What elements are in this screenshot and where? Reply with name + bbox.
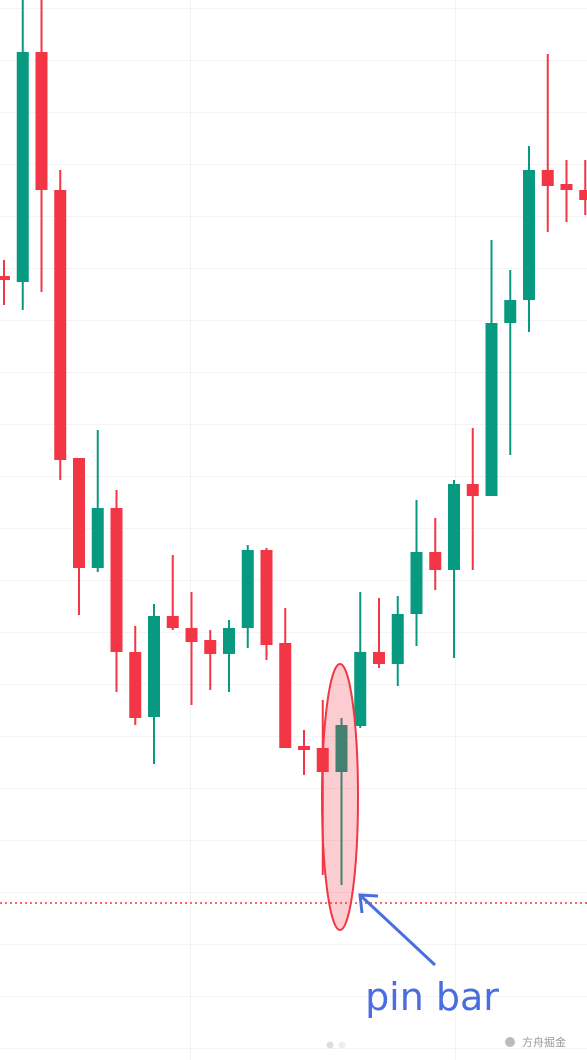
candle-body [110,508,123,652]
page-dot [338,1041,346,1049]
candle-body [91,508,104,568]
candle-body [523,170,535,300]
candle-body [466,484,479,496]
candle-body [504,300,517,323]
candle-body [354,652,367,726]
candle-body [35,52,48,190]
candle-body [429,552,442,570]
candle-body [335,725,348,772]
candle-body [579,190,587,200]
candle-body [185,628,198,642]
arrow-head [358,893,379,914]
candle-body [204,640,217,654]
watermark: 方舟掘金 [522,1035,566,1049]
candle-body [73,458,85,568]
page-dot [326,1041,334,1049]
candle-body [298,746,310,750]
candles [0,0,587,904]
candle-body [260,550,273,645]
candle-body [373,652,385,664]
candle-body [485,323,498,496]
highlight-ellipse [321,663,359,931]
candle-body [0,276,10,280]
candle-body [148,616,160,717]
candle-body [129,652,142,718]
candle-body [223,628,235,654]
candle-body [166,616,179,628]
candle-body [54,190,67,460]
annotation: pin bar [365,975,499,1019]
arrow-shaft [358,893,437,967]
candle-body [560,184,573,190]
candle-body [541,170,554,186]
candle-body [391,614,404,664]
candle-body [241,550,254,628]
candle-body [16,52,29,282]
watermark-icon [505,1037,515,1047]
candle-body [410,552,423,614]
candle-body [279,643,292,748]
candle-body [448,484,460,570]
